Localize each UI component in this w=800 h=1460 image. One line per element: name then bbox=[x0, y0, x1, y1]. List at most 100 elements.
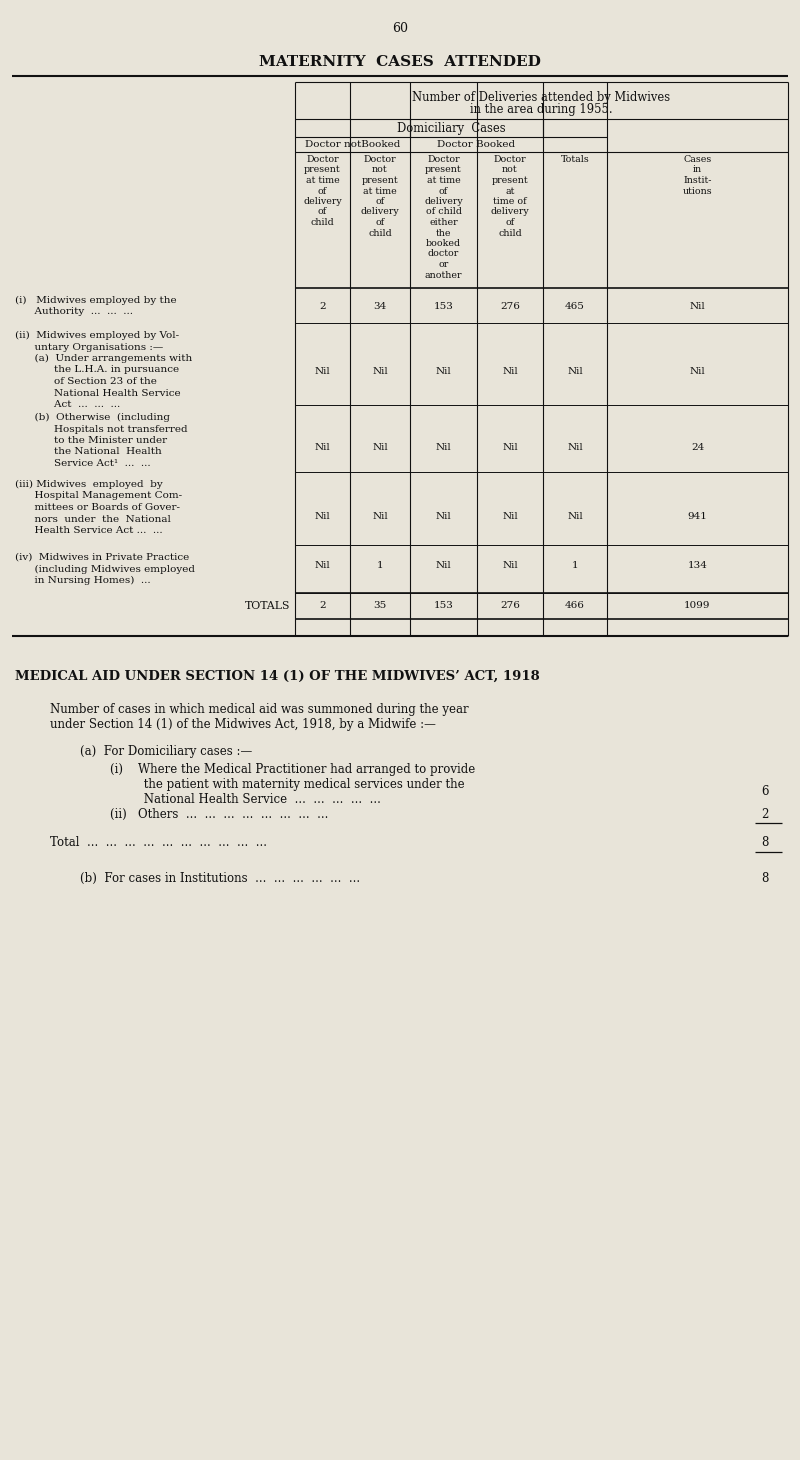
Text: in the area during 1955.: in the area during 1955. bbox=[470, 104, 613, 115]
Text: 276: 276 bbox=[500, 302, 520, 311]
Text: 1099: 1099 bbox=[684, 602, 710, 610]
Text: 6: 6 bbox=[762, 785, 769, 799]
Text: to the Minister under: to the Minister under bbox=[15, 437, 167, 445]
Text: present: present bbox=[304, 165, 341, 175]
Text: of: of bbox=[318, 207, 327, 216]
Text: 60: 60 bbox=[392, 22, 408, 35]
Text: of: of bbox=[375, 218, 385, 226]
Text: (a)  For Domiciliary cases :—: (a) For Domiciliary cases :— bbox=[80, 745, 252, 758]
Text: Doctor Booked: Doctor Booked bbox=[438, 140, 515, 149]
Text: delivery: delivery bbox=[424, 197, 463, 206]
Text: of child: of child bbox=[426, 207, 462, 216]
Text: Cases: Cases bbox=[683, 155, 712, 164]
Text: Totals: Totals bbox=[561, 155, 590, 164]
Text: another: another bbox=[425, 270, 462, 279]
Text: of: of bbox=[318, 187, 327, 196]
Text: 1: 1 bbox=[377, 561, 383, 569]
Text: Nil: Nil bbox=[436, 512, 451, 521]
Text: Hospital Management Com-: Hospital Management Com- bbox=[15, 492, 182, 501]
Text: present: present bbox=[362, 177, 398, 185]
Text: (i)    Where the Medical Practitioner had arranged to provide: (i) Where the Medical Practitioner had a… bbox=[110, 764, 475, 777]
Text: under Section 14 (1) of the Midwives Act, 1918, by a Midwife :—: under Section 14 (1) of the Midwives Act… bbox=[50, 718, 436, 731]
Text: Nil: Nil bbox=[372, 512, 388, 521]
Text: Domiciliary  Cases: Domiciliary Cases bbox=[397, 123, 506, 134]
Text: booked: booked bbox=[426, 239, 461, 248]
Text: at: at bbox=[506, 187, 514, 196]
Text: 1: 1 bbox=[572, 561, 578, 569]
Text: Nil: Nil bbox=[314, 561, 330, 569]
Text: Nil: Nil bbox=[436, 561, 451, 569]
Text: child: child bbox=[310, 218, 334, 226]
Text: in: in bbox=[693, 165, 702, 175]
Text: child: child bbox=[498, 229, 522, 238]
Text: Nil: Nil bbox=[314, 442, 330, 453]
Text: not: not bbox=[372, 165, 388, 175]
Text: delivery: delivery bbox=[490, 207, 530, 216]
Text: (ii)   Others  ...  ...  ...  ...  ...  ...  ...  ...: (ii) Others ... ... ... ... ... ... ... … bbox=[110, 807, 328, 821]
Text: Nil: Nil bbox=[314, 512, 330, 521]
Text: time of: time of bbox=[493, 197, 527, 206]
Text: Doctor: Doctor bbox=[494, 155, 526, 164]
Text: 2: 2 bbox=[319, 302, 326, 311]
Text: the L.H.A. in pursuance: the L.H.A. in pursuance bbox=[15, 365, 179, 375]
Text: Nil: Nil bbox=[372, 366, 388, 377]
Text: Authority  ...  ...  ...: Authority ... ... ... bbox=[15, 308, 133, 317]
Text: present: present bbox=[425, 165, 462, 175]
Text: 2: 2 bbox=[762, 807, 769, 821]
Text: MATERNITY  CASES  ATTENDED: MATERNITY CASES ATTENDED bbox=[259, 55, 541, 69]
Text: Nil: Nil bbox=[567, 366, 583, 377]
Text: Nil: Nil bbox=[502, 366, 518, 377]
Text: the National  Health: the National Health bbox=[15, 448, 162, 457]
Text: 2: 2 bbox=[319, 602, 326, 610]
Text: (including Midwives employed: (including Midwives employed bbox=[15, 565, 195, 574]
Text: Number of Deliveries attended by Midwives: Number of Deliveries attended by Midwive… bbox=[413, 91, 670, 104]
Text: 466: 466 bbox=[565, 602, 585, 610]
Text: 276: 276 bbox=[500, 602, 520, 610]
Text: Nil: Nil bbox=[690, 366, 706, 377]
Text: at time: at time bbox=[426, 177, 460, 185]
Text: of Section 23 of the: of Section 23 of the bbox=[15, 377, 157, 385]
Text: 465: 465 bbox=[565, 302, 585, 311]
Text: (ii)  Midwives employed by Vol-: (ii) Midwives employed by Vol- bbox=[15, 331, 179, 340]
Text: or: or bbox=[438, 260, 449, 269]
Text: 153: 153 bbox=[434, 602, 454, 610]
Text: either: either bbox=[429, 218, 458, 226]
Text: Nil: Nil bbox=[690, 302, 706, 311]
Text: 8: 8 bbox=[762, 837, 769, 850]
Text: Doctor: Doctor bbox=[364, 155, 396, 164]
Text: National Health Service  ...  ...  ...  ...  ...: National Health Service ... ... ... ... … bbox=[110, 793, 381, 806]
Text: of: of bbox=[506, 218, 514, 226]
Text: 34: 34 bbox=[374, 302, 386, 311]
Text: Act  ...  ...  ...: Act ... ... ... bbox=[15, 400, 120, 409]
Text: Number of cases in which medical aid was summoned during the year: Number of cases in which medical aid was… bbox=[50, 704, 469, 715]
Text: 35: 35 bbox=[374, 602, 386, 610]
Text: Nil: Nil bbox=[567, 512, 583, 521]
Text: at time: at time bbox=[363, 187, 397, 196]
Text: Health Service Act ...  ...: Health Service Act ... ... bbox=[15, 526, 162, 534]
Text: mittees or Boards of Gover-: mittees or Boards of Gover- bbox=[15, 504, 180, 512]
Text: child: child bbox=[368, 229, 392, 238]
Text: the patient with maternity medical services under the: the patient with maternity medical servi… bbox=[110, 778, 465, 791]
Text: untary Organisations :—: untary Organisations :— bbox=[15, 343, 163, 352]
Text: not: not bbox=[502, 165, 518, 175]
Text: delivery: delivery bbox=[303, 197, 342, 206]
Text: Doctor: Doctor bbox=[427, 155, 460, 164]
Text: (a)  Under arrangements with: (a) Under arrangements with bbox=[15, 353, 192, 364]
Text: 153: 153 bbox=[434, 302, 454, 311]
Text: Hospitals not transferred: Hospitals not transferred bbox=[15, 425, 188, 434]
Text: utions: utions bbox=[682, 187, 712, 196]
Text: 24: 24 bbox=[691, 442, 704, 453]
Text: (iii) Midwives  employed  by: (iii) Midwives employed by bbox=[15, 480, 162, 489]
Text: Nil: Nil bbox=[372, 442, 388, 453]
Text: nors  under  the  National: nors under the National bbox=[15, 514, 171, 524]
Text: in Nursing Homes)  ...: in Nursing Homes) ... bbox=[15, 577, 150, 585]
Text: Doctor notBooked: Doctor notBooked bbox=[305, 140, 400, 149]
Text: Doctor: Doctor bbox=[306, 155, 339, 164]
Text: 941: 941 bbox=[687, 512, 707, 521]
Text: delivery: delivery bbox=[361, 207, 399, 216]
Text: Nil: Nil bbox=[502, 442, 518, 453]
Text: of: of bbox=[375, 197, 385, 206]
Text: (b)  Otherwise  (including: (b) Otherwise (including bbox=[15, 413, 170, 422]
Text: of: of bbox=[439, 187, 448, 196]
Text: Nil: Nil bbox=[314, 366, 330, 377]
